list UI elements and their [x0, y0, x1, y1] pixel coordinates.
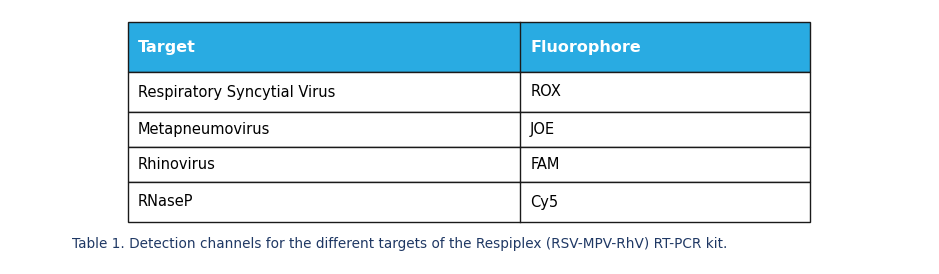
- Text: Metapneumovirus: Metapneumovirus: [138, 122, 270, 137]
- Bar: [128, 182, 810, 222]
- Text: JOE: JOE: [531, 122, 555, 137]
- Bar: [128, 112, 810, 147]
- Text: Fluorophore: Fluorophore: [531, 39, 641, 55]
- Text: Cy5: Cy5: [531, 195, 559, 210]
- Text: Table 1. Detection channels for the different targets of the Respiplex (RSV-MPV-: Table 1. Detection channels for the diff…: [72, 237, 728, 251]
- Bar: [128, 22, 810, 72]
- Bar: [128, 72, 810, 112]
- Text: Respiratory Syncytial Virus: Respiratory Syncytial Virus: [138, 84, 335, 99]
- Text: ROX: ROX: [531, 84, 561, 99]
- Text: FAM: FAM: [531, 157, 560, 172]
- Text: Rhinovirus: Rhinovirus: [138, 157, 216, 172]
- Text: Target: Target: [138, 39, 196, 55]
- Text: RNaseP: RNaseP: [138, 195, 193, 210]
- Bar: [128, 147, 810, 182]
